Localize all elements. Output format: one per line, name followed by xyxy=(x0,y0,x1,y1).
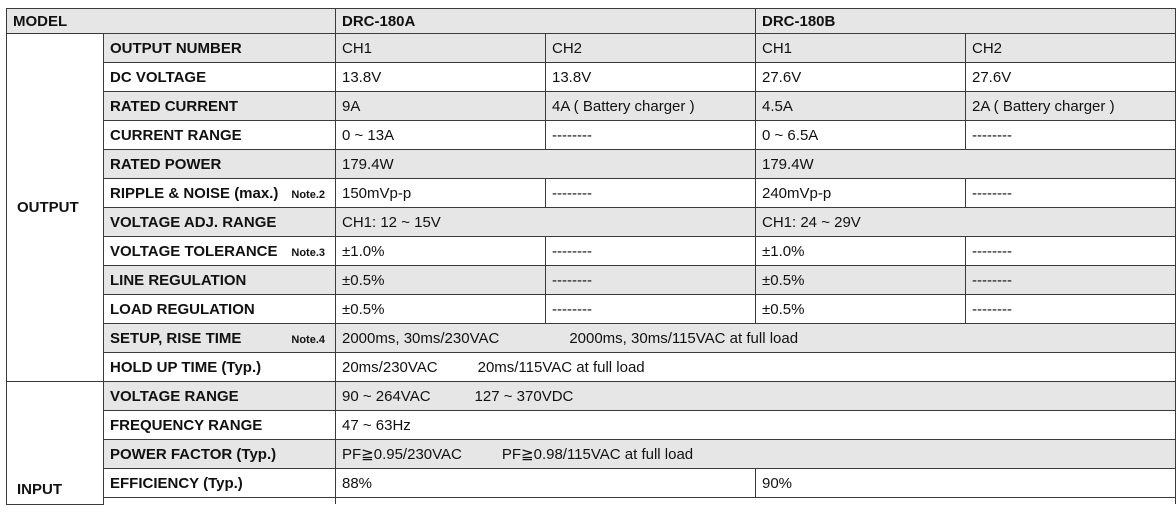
value-1: PF≧0.95/230VAC xyxy=(342,446,462,463)
cell-b-ch1: 27.6V xyxy=(755,62,966,92)
table-row: RATED CURRENT 9A 4A ( Battery charger ) … xyxy=(7,91,1176,121)
spec-table: MODEL DRC-180A DRC-180B OUTPUT OUTPUT NU… xyxy=(6,8,1176,505)
row-label: OUTPUT NUMBER xyxy=(103,33,336,63)
cell-a-ch1: ±1.0% xyxy=(335,236,546,266)
cut-cell xyxy=(103,497,336,504)
cell-b-ch2: -------- xyxy=(965,178,1176,208)
cell-a-ch1: ±0.5% xyxy=(335,294,546,324)
table-row: INPUT VOLTAGE RANGE 90 ~ 264VAC 127 ~ 370… xyxy=(6,381,1176,505)
cell-b-ch1: ±0.5% xyxy=(755,294,966,324)
table-row: VOLTAGE ADJ. RANGE CH1: 12 ~ 15V CH1: 24… xyxy=(7,207,1176,237)
row-label: DC VOLTAGE xyxy=(103,62,336,92)
cell-a-ch1: 150mVp-p xyxy=(335,178,546,208)
row-label: CURRENT RANGE xyxy=(103,120,336,150)
table-row: HOLD UP TIME (Typ.) 20ms/230VAC 20ms/115V… xyxy=(7,352,1176,382)
row-label: SETUP, RISE TIME Note.4 xyxy=(103,323,336,353)
cell-a-ch1: 9A xyxy=(335,91,546,121)
value-2: 2000ms, 30ms/115VAC at full load xyxy=(569,329,799,347)
cell-a-ch2: -------- xyxy=(545,294,756,324)
row-label-text: SETUP, RISE TIME xyxy=(110,329,242,347)
table-row: RATED POWER 179.4W 179.4W xyxy=(7,149,1176,179)
table-row: VOLTAGE TOLERANCE Note.3 ±1.0% -------- … xyxy=(7,236,1176,266)
row-label: VOLTAGE ADJ. RANGE xyxy=(103,207,336,237)
table-row: RIPPLE & NOISE (max.) Note.2 150mVp-p --… xyxy=(7,178,1176,208)
cell-a-ch2: CH2 xyxy=(545,33,756,63)
cell-a: 179.4W xyxy=(335,149,756,179)
cell-b: 179.4W xyxy=(755,149,1176,179)
row-label: HOLD UP TIME (Typ.) xyxy=(103,352,336,382)
table-row: FREQUENCY RANGE 47 ~ 63Hz xyxy=(7,410,1176,440)
cell-b-ch1: ±0.5% xyxy=(755,265,966,295)
cell-a-ch2: -------- xyxy=(545,236,756,266)
row-label: VOLTAGE RANGE xyxy=(103,381,336,411)
model-label: MODEL xyxy=(6,8,336,34)
value-2: 20ms/115VAC at full load xyxy=(477,358,645,376)
cell-b-ch2: -------- xyxy=(965,236,1176,266)
row-label: LINE REGULATION xyxy=(103,265,336,295)
cell-b-ch1: CH1 xyxy=(755,33,966,63)
cell-span: PF≧0.95/230VAC PF≧0.98/115VAC at full loa… xyxy=(335,439,1176,469)
row-label: POWER FACTOR (Typ.) xyxy=(103,439,336,469)
note-ref: Note.4 xyxy=(291,333,325,346)
table-row: SETUP, RISE TIME Note.4 2000ms, 30ms/230… xyxy=(7,323,1176,353)
cell-b: CH1: 24 ~ 29V xyxy=(755,207,1176,237)
cell-b-ch2: -------- xyxy=(965,120,1176,150)
row-label-text: VOLTAGE TOLERANCE xyxy=(110,242,278,260)
row-label: RIPPLE & NOISE (max.) Note.2 xyxy=(103,178,336,208)
table-row: EFFICIENCY (Typ.) 88% 90% xyxy=(7,468,1176,498)
cell-a-ch1: 13.8V xyxy=(335,62,546,92)
cell-b-ch2: -------- xyxy=(965,265,1176,295)
cell-a-ch1: ±0.5% xyxy=(335,265,546,295)
cell-a-ch2: 13.8V xyxy=(545,62,756,92)
cell-b-ch1: 0 ~ 6.5A xyxy=(755,120,966,150)
value-1: 20ms/230VAC xyxy=(342,358,438,376)
cell-a-ch2: -------- xyxy=(545,120,756,150)
cell-b-ch1: 240mVp-p xyxy=(755,178,966,208)
note-ref: Note.2 xyxy=(291,188,325,201)
group-input: INPUT xyxy=(6,381,104,505)
cell-a-ch2: 4A ( Battery charger ) xyxy=(545,91,756,121)
cell-b-ch2: 2A ( Battery charger ) xyxy=(965,91,1176,121)
cell-span: 2000ms, 30ms/230VAC 2000ms, 30ms/115VAC a… xyxy=(335,323,1176,353)
row-label: RATED CURRENT xyxy=(103,91,336,121)
cell-a-ch2: -------- xyxy=(545,178,756,208)
value-1: 90 ~ 264VAC xyxy=(342,387,431,405)
row-label: RATED POWER xyxy=(103,149,336,179)
cell-a-ch2: -------- xyxy=(545,265,756,295)
model-a-name: DRC-180A xyxy=(335,8,756,34)
model-header-row: MODEL DRC-180A DRC-180B xyxy=(6,8,1176,34)
cell-a: CH1: 12 ~ 15V xyxy=(335,207,756,237)
table-row: LINE REGULATION ±0.5% -------- ±0.5% ---… xyxy=(7,265,1176,295)
value-2: 127 ~ 370VDC xyxy=(474,387,574,405)
row-label: FREQUENCY RANGE xyxy=(103,410,336,440)
row-label: VOLTAGE TOLERANCE Note.3 xyxy=(103,236,336,266)
cell-b-ch1: 4.5A xyxy=(755,91,966,121)
note-ref: Note.3 xyxy=(291,246,325,259)
row-label: LOAD REGULATION xyxy=(103,294,336,324)
group-output: OUTPUT xyxy=(6,33,104,382)
row-label: EFFICIENCY (Typ.) xyxy=(103,468,336,498)
table-row: POWER FACTOR (Typ.) PF≧0.95/230VAC PF≧0.9… xyxy=(7,439,1176,469)
table-row: CURRENT RANGE 0 ~ 13A -------- 0 ~ 6.5A … xyxy=(7,120,1176,150)
cell-span: 47 ~ 63Hz xyxy=(335,410,1176,440)
cell-b-ch2: -------- xyxy=(965,294,1176,324)
value-1: 2000ms, 30ms/230VAC xyxy=(342,329,500,347)
cell-span: 90 ~ 264VAC 127 ~ 370VDC xyxy=(335,381,1176,411)
cell-a-ch1: CH1 xyxy=(335,33,546,63)
model-b-name: DRC-180B xyxy=(755,8,1176,34)
table-row: OUTPUT OUTPUT NUMBER CH1 CH2 CH1 CH2 xyxy=(6,33,1176,382)
table-row: DC VOLTAGE 13.8V 13.8V 27.6V 27.6V xyxy=(7,62,1176,92)
cell-b-ch2: 27.6V xyxy=(965,62,1176,92)
row-label-text: RIPPLE & NOISE (max.) xyxy=(110,184,279,202)
cut-cell xyxy=(335,497,1176,504)
table-row: LOAD REGULATION ±0.5% -------- ±0.5% ---… xyxy=(7,294,1176,324)
cell-a: 88% xyxy=(335,468,756,498)
cell-span: 20ms/230VAC 20ms/115VAC at full load xyxy=(335,352,1176,382)
cell-b-ch1: ±1.0% xyxy=(755,236,966,266)
cell-b: 90% xyxy=(755,468,1176,498)
table-row-cut xyxy=(7,497,1176,504)
cell-a-ch1: 0 ~ 13A xyxy=(335,120,546,150)
cell-b-ch2: CH2 xyxy=(965,33,1176,63)
value-2: PF≧0.98/115VAC at full load xyxy=(501,446,694,463)
